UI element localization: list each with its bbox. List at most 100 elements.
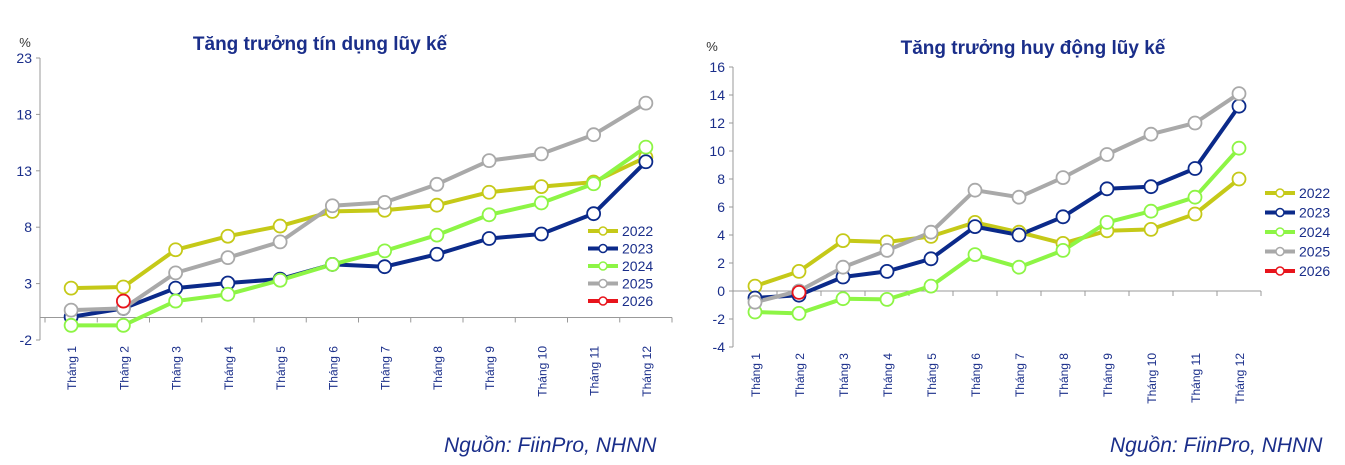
data-point-2025: [168, 265, 184, 281]
data-point-2024: [115, 317, 131, 333]
legend-marker-2023: [598, 243, 608, 254]
y-tick-label: 23: [16, 50, 32, 66]
data-point-2023: [1187, 161, 1203, 176]
x-category-label: Tháng 9: [1101, 353, 1115, 397]
series-line-2023: [70, 160, 648, 319]
data-point-2024: [429, 227, 445, 243]
data-point-2022: [1187, 206, 1203, 222]
data-point-2024: [967, 247, 983, 263]
data-point-2023: [429, 246, 445, 262]
x-category-label: Tháng 4: [222, 346, 236, 390]
data-point-2024: [923, 278, 939, 294]
data-point-2025: [1231, 86, 1247, 101]
data-point-2023: [923, 251, 939, 267]
data-point-2026: [791, 284, 807, 300]
data-point-2024: [791, 305, 807, 321]
y-tick-label: 10: [709, 143, 725, 159]
y-tick-label: 18: [16, 106, 32, 122]
data-point-2024: [586, 176, 602, 192]
y-tick-label: -2: [20, 332, 33, 348]
data-point-2022: [63, 280, 79, 296]
series-line-2025: [754, 91, 1241, 305]
data-point-2025: [220, 250, 236, 266]
data-point-2025: [63, 302, 79, 318]
y-tick-label: 4: [717, 227, 725, 243]
x-category-label: Tháng 10: [535, 346, 549, 397]
data-point-2025: [923, 224, 939, 240]
data-point-2025: [429, 176, 445, 192]
legend-label-2024: 2024: [622, 258, 653, 274]
data-point-2025: [533, 146, 549, 162]
y-tick-label: 8: [24, 219, 32, 235]
series-line-2024: [754, 146, 1241, 316]
data-point-2022: [791, 263, 807, 279]
x-category-label: Tháng 11: [1189, 353, 1203, 403]
legend-label-2026: 2026: [622, 293, 653, 309]
data-point-2022: [533, 179, 549, 194]
x-category-label: Tháng 5: [274, 346, 288, 390]
data-point-2024: [1231, 140, 1247, 156]
data-point-2023: [1231, 98, 1247, 114]
data-point-2025: [1011, 189, 1027, 205]
legend-marker-2024: [1275, 227, 1285, 237]
data-point-2023: [967, 219, 983, 235]
data-point-2024: [879, 291, 895, 307]
data-point-2024: [1011, 259, 1027, 275]
series-line-2022: [754, 177, 1241, 288]
y-tick-label: -2: [713, 311, 726, 327]
x-category-label: Tháng 6: [969, 353, 983, 397]
x-category-label: Tháng 11: [588, 346, 602, 396]
data-point-2022: [115, 279, 131, 295]
data-point-2024: [1187, 189, 1203, 205]
data-point-2024: [63, 317, 79, 333]
data-point-2022: [272, 218, 288, 234]
x-category-label: Tháng 3: [170, 346, 184, 390]
y-tick-label: 14: [709, 87, 725, 103]
legend-marker-2026: [598, 296, 608, 306]
data-point-2024: [638, 139, 654, 155]
data-point-2025: [481, 153, 497, 169]
data-point-2024: [1099, 214, 1115, 230]
data-point-2023: [1099, 181, 1115, 197]
legend-marker-2026: [1275, 266, 1285, 276]
y-tick-label: 6: [717, 199, 725, 215]
legend-label-2026: 2026: [1299, 263, 1330, 279]
data-point-2025: [747, 294, 763, 310]
legend-marker-2025: [598, 278, 608, 289]
x-category-label: Tháng 1: [749, 353, 763, 397]
data-point-2023: [1055, 209, 1071, 225]
credit-growth-chart: Tăng trưởng tín dụng lũy kế%23 18 13 8 3 -2 Th…: [16, 34, 673, 397]
x-category-label: Tháng 1: [65, 346, 79, 390]
data-point-2024: [533, 195, 549, 211]
data-point-2026: [115, 293, 131, 309]
data-point-2025: [377, 194, 393, 210]
source-note-right: Nguồn: FiinPro, NHNN: [1110, 434, 1323, 457]
y-tick-label: -4: [713, 339, 726, 355]
data-point-2023: [481, 231, 497, 246]
series-line-2024: [71, 145, 648, 328]
x-category-label: Tháng 3: [837, 353, 851, 397]
data-point-2025: [1099, 147, 1115, 162]
legend-label-2024: 2024: [1299, 224, 1330, 240]
legend-label-2023: 2023: [1299, 205, 1330, 221]
data-point-2024: [272, 272, 288, 288]
legend-marker-2024: [598, 261, 608, 271]
data-point-2022: [835, 233, 851, 249]
legend-label-2025: 2025: [622, 276, 653, 292]
chart-title: Tăng trưởng tín dụng lũy kế: [193, 34, 448, 55]
data-point-2024: [835, 291, 851, 307]
x-category-label: Tháng 8: [431, 346, 445, 390]
x-category-label: Tháng 2: [793, 353, 807, 397]
data-point-2025: [1187, 115, 1203, 131]
series-line-2023: [754, 105, 1241, 300]
y-tick-label: 13: [16, 163, 32, 179]
y-axis-unit: %: [19, 35, 31, 50]
x-category-label: Tháng 4: [881, 353, 895, 397]
data-point-2024: [1143, 203, 1159, 219]
data-point-2023: [533, 226, 549, 242]
x-category-label: Tháng 8: [1057, 353, 1071, 397]
chart-title: Tăng trưởng huy động lũy kế: [901, 38, 1166, 59]
data-point-2023: [1143, 179, 1159, 195]
data-point-2022: [481, 184, 497, 200]
data-point-2025: [638, 95, 654, 111]
